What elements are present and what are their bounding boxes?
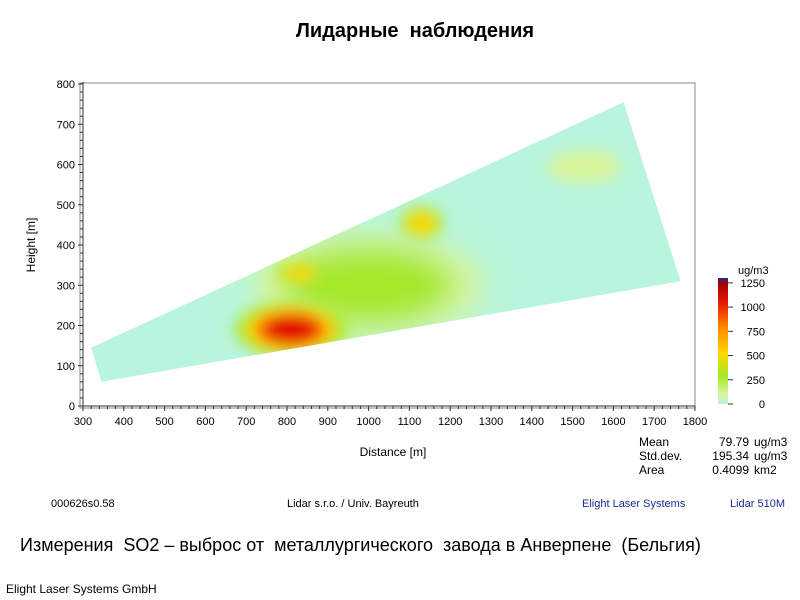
file-id: 000626s0.58 bbox=[51, 498, 115, 510]
x-tick-label: 900 bbox=[319, 416, 337, 428]
colorbar-tick-label: 500 bbox=[747, 351, 765, 363]
colorbar bbox=[718, 278, 728, 404]
y-tick-label: 600 bbox=[57, 160, 75, 172]
concentration-hotspot bbox=[275, 262, 324, 284]
y-tick-label: 200 bbox=[57, 321, 75, 333]
x-tick-label: 1100 bbox=[398, 416, 422, 428]
y-tick-label: 500 bbox=[57, 200, 75, 212]
colorbar-tick-label: 1000 bbox=[741, 302, 765, 314]
model-text: Lidar 510M bbox=[730, 498, 786, 510]
stat-label: Std.dev. bbox=[639, 449, 683, 463]
x-tick-label: 700 bbox=[237, 416, 255, 428]
concentration-hotspot bbox=[234, 301, 348, 358]
y-tick-label: 300 bbox=[57, 280, 75, 292]
hotspot-band bbox=[264, 316, 319, 343]
concentration-hotspot bbox=[400, 207, 443, 239]
x-tick-label: 1000 bbox=[356, 416, 380, 428]
x-tick-label: 1600 bbox=[601, 416, 625, 428]
stat-unit: ug/m3 bbox=[754, 449, 788, 463]
brand-text: Elight Laser Systems bbox=[582, 498, 686, 510]
slide-caption: Измерения SO2 – выброс от металлургическ… bbox=[20, 535, 701, 555]
hotspot-band bbox=[282, 265, 316, 281]
company-name: Elight Laser Systems GmbH bbox=[6, 582, 157, 596]
colorbar-tick-label: 1250 bbox=[741, 278, 765, 290]
colorbar-unit: ug/m3 bbox=[738, 265, 769, 277]
x-tick-label: 1800 bbox=[683, 416, 707, 428]
statistics-panel: Mean 79.79 ug/m3 Std.dev. 195.34 ug/m3 A… bbox=[639, 435, 787, 477]
x-tick-label: 1300 bbox=[479, 416, 503, 428]
colorbar-tick-label: 250 bbox=[747, 375, 765, 387]
stat-label: Mean bbox=[639, 435, 670, 449]
stat-label: Area bbox=[639, 463, 665, 477]
y-tick-label: 700 bbox=[57, 119, 75, 131]
x-tick-label: 800 bbox=[278, 416, 296, 428]
colorbar-tick-label: 0 bbox=[759, 399, 765, 411]
stat-mean: Mean 79.79 ug/m3 bbox=[639, 435, 787, 449]
y-tick-label: 800 bbox=[57, 79, 75, 91]
x-tick-label: 300 bbox=[74, 416, 92, 428]
x-tick-label: 1500 bbox=[560, 416, 584, 428]
hotspot-band bbox=[282, 246, 455, 325]
x-axis-label: Distance [m] bbox=[360, 445, 427, 459]
x-tick-label: 600 bbox=[196, 416, 214, 428]
y-tick-label: 100 bbox=[57, 361, 75, 373]
y-axis-label: Height [m] bbox=[24, 218, 38, 273]
stat-value: 79.79 bbox=[718, 435, 749, 449]
x-tick-label: 1700 bbox=[642, 416, 666, 428]
x-tick-label: 500 bbox=[155, 416, 173, 428]
credit-text: Lidar s.r.o. / Univ. Bayreuth bbox=[287, 498, 419, 510]
stat-value: 0.4099 bbox=[712, 463, 749, 477]
x-tick-label: 1400 bbox=[520, 416, 544, 428]
stat-value: 195.34 bbox=[712, 449, 749, 463]
x-tick-label: 400 bbox=[115, 416, 133, 428]
x-tick-label: 1200 bbox=[438, 416, 462, 428]
hotspot-band bbox=[406, 211, 437, 234]
stat-std-dev: Std.dev. 195.34 ug/m3 bbox=[639, 449, 787, 463]
y-tick-label: 0 bbox=[69, 401, 75, 413]
stat-unit: ug/m3 bbox=[754, 435, 788, 449]
y-tick-label: 400 bbox=[57, 240, 75, 252]
stat-area: Area 0.4099 km2 bbox=[639, 463, 787, 477]
page-title: Лидарные наблюдения bbox=[295, 20, 535, 42]
stat-unit: km2 bbox=[754, 463, 777, 477]
concentration-hotspot bbox=[548, 150, 622, 183]
hotspot-band bbox=[548, 150, 622, 183]
colorbar-tick-label: 750 bbox=[747, 326, 765, 338]
